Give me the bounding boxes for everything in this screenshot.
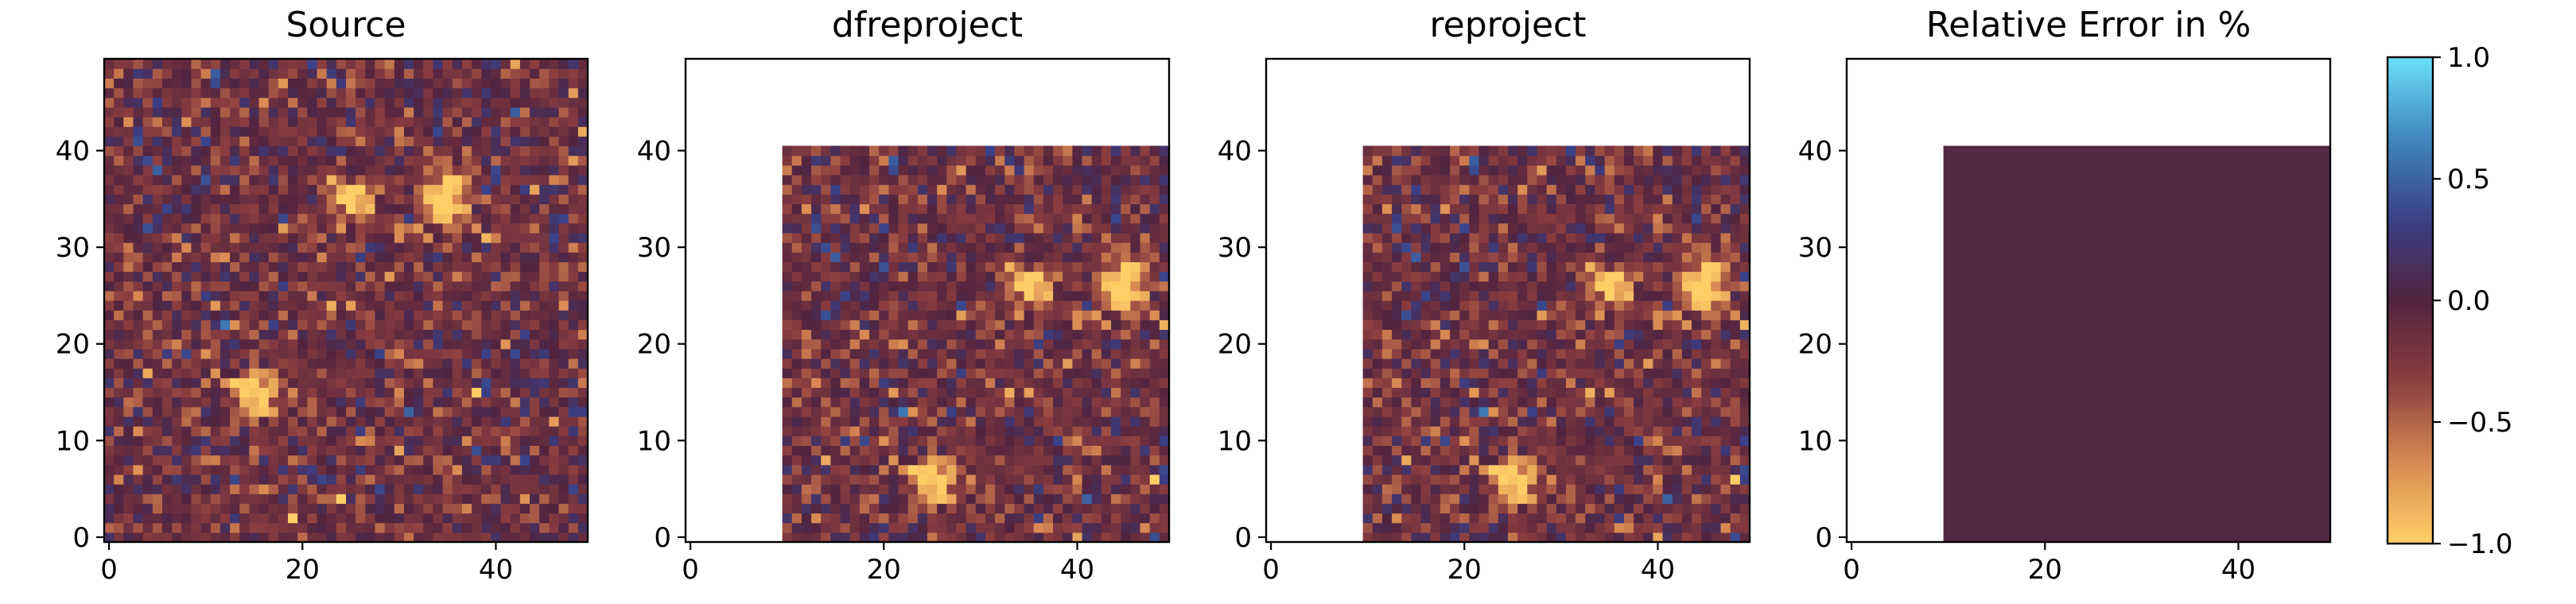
axes-frame <box>684 57 1171 544</box>
panel-3: Relative Error in % 0 20 40 0 10 20 30 40 <box>1798 5 2332 586</box>
colorbar-tick-label: 1.0 <box>2447 42 2490 74</box>
pixel-image <box>1362 145 1750 543</box>
y-tick-label: 10 <box>1798 425 1832 457</box>
colorbar-tick-label: 0.0 <box>2447 285 2490 317</box>
y-tick-label: 40 <box>56 136 90 168</box>
panel-title: Relative Error in % <box>1926 5 2252 45</box>
y-tick-label: 30 <box>56 232 90 264</box>
y-tick-label: 0 <box>1234 522 1252 554</box>
y-tick-label: 0 <box>1815 522 1832 554</box>
y-tick-label: 20 <box>56 329 90 361</box>
x-tick-label: 20 <box>1447 554 1482 586</box>
axes-frame <box>103 57 589 544</box>
colorbar-gradient <box>2386 56 2434 545</box>
pixel-image <box>104 59 589 543</box>
x-tick-label: 20 <box>2028 554 2062 586</box>
y-tick-label: 40 <box>1218 136 1252 168</box>
x-tick-label: 20 <box>867 554 901 586</box>
y-tick-label: 30 <box>1218 232 1252 264</box>
colorbar-tick-label: −0.5 <box>2447 407 2513 439</box>
y-tick-label: 20 <box>1798 329 1832 361</box>
colorbar-tick-label: 0.5 <box>2447 164 2490 196</box>
panel-title: dfreproject <box>832 5 1023 45</box>
y-tick-label: 0 <box>654 522 671 554</box>
panel-2: reproject 0 20 40 0 10 20 30 40 <box>1218 5 1751 586</box>
y-tick-label: 0 <box>72 522 90 554</box>
pixel-image <box>782 145 1170 543</box>
y-tick-label: 10 <box>1218 425 1252 457</box>
error-image <box>1943 145 2330 542</box>
y-tick-label: 30 <box>637 232 671 264</box>
x-tick-label: 0 <box>1843 554 1860 586</box>
x-tick-label: 40 <box>1060 554 1094 586</box>
colorbar-tick-label: −1.0 <box>2447 528 2513 560</box>
y-tick-label: 30 <box>1798 232 1832 264</box>
panel-0: Source 0 20 40 0 10 20 30 40 <box>56 5 589 586</box>
x-tick-label: 0 <box>1262 554 1280 586</box>
panel-title: Source <box>286 5 406 45</box>
x-tick-label: 0 <box>100 554 118 586</box>
axes-frame <box>1265 57 1751 544</box>
panel-1: dfreproject 0 20 40 0 10 20 30 40 <box>637 5 1171 586</box>
x-tick-label: 40 <box>2221 554 2255 586</box>
y-tick-label: 10 <box>56 425 90 457</box>
y-tick-label: 10 <box>637 425 671 457</box>
y-tick-label: 40 <box>1798 136 1832 168</box>
x-tick-label: 40 <box>1641 554 1675 586</box>
colorbar: 1.0 0.5 0.0 −0.5 −1.0 <box>2386 42 2513 560</box>
axes-frame <box>1845 57 2332 544</box>
y-tick-label: 40 <box>637 136 671 168</box>
x-tick-label: 0 <box>682 554 699 586</box>
x-tick-label: 20 <box>286 554 320 586</box>
y-tick-label: 20 <box>1218 329 1252 361</box>
panel-title: reproject <box>1430 5 1587 45</box>
x-tick-label: 40 <box>479 554 513 586</box>
y-tick-label: 20 <box>637 329 671 361</box>
